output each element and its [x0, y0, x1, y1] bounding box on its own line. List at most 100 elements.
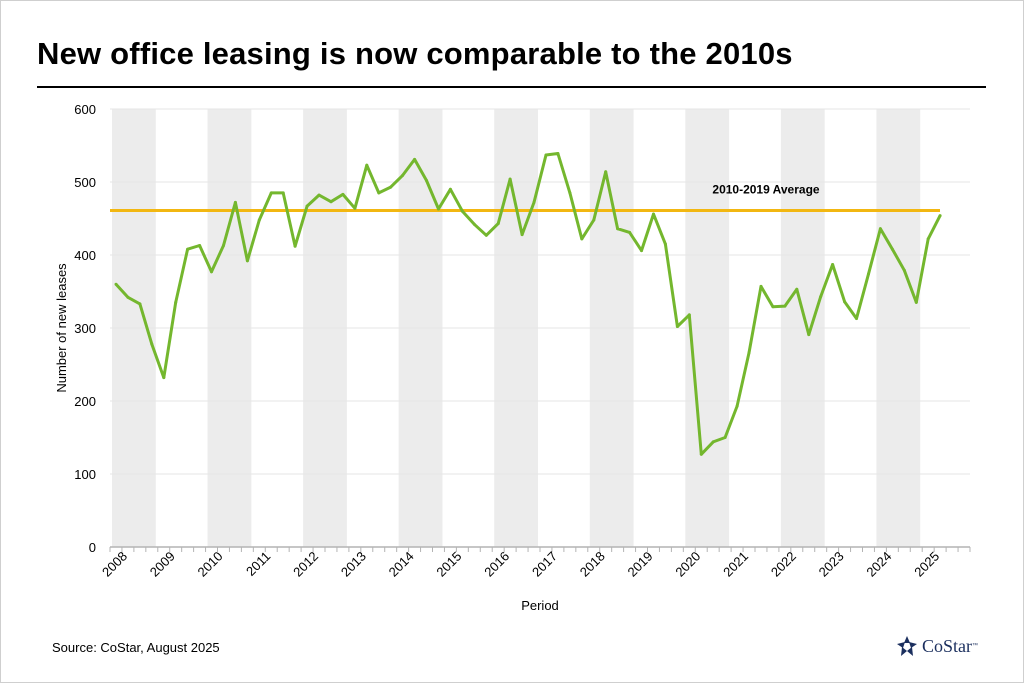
x-tick-label-2019: 2019 — [625, 549, 656, 580]
data-point-2012-Q1 — [305, 204, 309, 208]
data-point-2016-Q2 — [508, 177, 512, 181]
x-tick-label-2012: 2012 — [290, 549, 321, 580]
data-point-2009-Q2 — [174, 300, 178, 304]
average-line-label: 2010-2019 Average — [712, 182, 820, 196]
source-note: Source: CoStar, August 2025 — [52, 640, 220, 655]
data-point-2017-Q2 — [556, 152, 560, 155]
data-point-2021-Q2 — [747, 351, 751, 355]
data-point-2011-Q1 — [257, 218, 261, 222]
data-point-2018-Q4 — [628, 230, 632, 234]
data-point-2017-Q1 — [544, 153, 548, 157]
data-point-2025-Q2 — [938, 214, 942, 218]
data-point-2024-Q3 — [902, 268, 906, 272]
data-point-2012-Q4 — [341, 192, 345, 196]
y-tick-label-100: 100 — [74, 467, 96, 482]
data-point-2011-Q3 — [281, 191, 285, 195]
data-point-2019-Q1 — [640, 249, 643, 253]
x-tick-label-2010: 2010 — [195, 549, 226, 580]
data-point-2014-Q4 — [437, 207, 440, 211]
x-axis-title: Period — [521, 598, 559, 613]
series-line — [114, 152, 942, 456]
x-tick-label-2024: 2024 — [863, 549, 894, 580]
data-point-2024-Q2 — [890, 247, 894, 251]
data-point-2025-Q1 — [926, 237, 930, 241]
x-tick-label-2013: 2013 — [338, 549, 369, 580]
x-tick-label-2022: 2022 — [768, 549, 799, 580]
data-point-2010-Q4 — [245, 259, 249, 263]
data-point-2010-Q1 — [210, 270, 213, 274]
x-tick-label-2023: 2023 — [816, 549, 847, 580]
data-point-2021-Q4 — [771, 305, 775, 309]
costar-star-icon — [897, 636, 917, 656]
data-point-2021-Q3 — [759, 284, 763, 288]
data-point-2011-Q4 — [293, 244, 297, 248]
data-point-2009-Q4 — [198, 244, 202, 247]
data-point-2014-Q1 — [401, 173, 405, 177]
data-point-2024-Q4 — [914, 300, 918, 304]
data-point-2024-Q1 — [878, 227, 882, 231]
data-point-2023-Q1 — [831, 263, 835, 266]
data-point-2019-Q4 — [675, 325, 679, 328]
y-tick-label-300: 300 — [74, 321, 96, 336]
data-point-2012-Q3 — [329, 200, 333, 204]
title-divider — [37, 86, 986, 88]
x-tick-label-2016: 2016 — [481, 549, 512, 580]
x-tick-label-2017: 2017 — [529, 549, 560, 580]
data-point-2008-Q1 — [114, 282, 118, 286]
data-point-2020-Q1 — [687, 313, 691, 317]
data-point-2023-Q3 — [855, 317, 858, 320]
data-point-2014-Q3 — [425, 179, 428, 182]
x-tick-label-2020: 2020 — [672, 549, 703, 580]
data-point-2019-Q2 — [652, 212, 655, 216]
x-tick-label-2015: 2015 — [433, 549, 464, 580]
y-tick-label-600: 600 — [74, 102, 96, 117]
data-point-2015-Q4 — [484, 233, 488, 237]
data-point-2012-Q2 — [317, 193, 321, 197]
data-point-2009-Q3 — [186, 247, 190, 251]
y-tick-label-200: 200 — [74, 394, 96, 409]
data-point-2013-Q2 — [365, 163, 369, 167]
data-point-2010-Q3 — [233, 200, 237, 204]
data-point-2009-Q1 — [162, 376, 166, 380]
data-point-2020-Q4 — [723, 436, 727, 439]
data-point-2017-Q4 — [580, 237, 584, 241]
data-point-2015-Q3 — [472, 222, 476, 226]
x-tick-label-2018: 2018 — [577, 549, 608, 580]
data-point-2022-Q1 — [783, 304, 787, 308]
x-tick-label-2008: 2008 — [99, 549, 130, 580]
data-point-2015-Q2 — [460, 209, 464, 213]
data-point-2008-Q2 — [126, 295, 130, 299]
x-tick-label-2009: 2009 — [147, 549, 178, 580]
data-point-2016-Q4 — [532, 200, 536, 204]
data-point-2017-Q3 — [568, 191, 572, 195]
data-point-2020-Q2 — [699, 452, 703, 456]
y-axis-title: Number of new leases — [54, 263, 69, 393]
x-tick-label-2021: 2021 — [720, 549, 751, 580]
data-point-2018-Q1 — [592, 218, 596, 222]
y-tick-label-500: 500 — [74, 175, 96, 190]
x-tick-label-2014: 2014 — [386, 549, 417, 580]
data-point-2008-Q3 — [138, 302, 142, 306]
data-point-2016-Q3 — [520, 233, 524, 237]
data-point-2021-Q1 — [735, 404, 739, 408]
data-point-2011-Q2 — [269, 191, 273, 195]
costar-logo: CoStar ™ — [896, 632, 978, 660]
logo-trademark: ™ — [972, 643, 979, 649]
data-point-2022-Q3 — [807, 333, 811, 337]
data-point-2018-Q2 — [604, 170, 608, 174]
data-point-2008-Q4 — [150, 342, 154, 346]
data-point-2023-Q2 — [843, 300, 847, 304]
data-point-2013-Q3 — [377, 191, 381, 195]
y-tick-label-400: 400 — [74, 248, 96, 263]
data-point-2022-Q4 — [819, 295, 823, 299]
data-point-2022-Q2 — [795, 287, 799, 291]
logo-wordmark: CoStar — [922, 635, 973, 656]
x-tick-label-2025: 2025 — [911, 549, 942, 580]
data-point-2019-Q3 — [663, 242, 667, 246]
data-point-2010-Q2 — [222, 244, 225, 247]
data-point-2023-Q4 — [867, 272, 870, 276]
data-point-2014-Q2 — [413, 157, 417, 161]
data-point-2013-Q1 — [353, 206, 357, 210]
data-point-2015-Q1 — [448, 187, 452, 191]
